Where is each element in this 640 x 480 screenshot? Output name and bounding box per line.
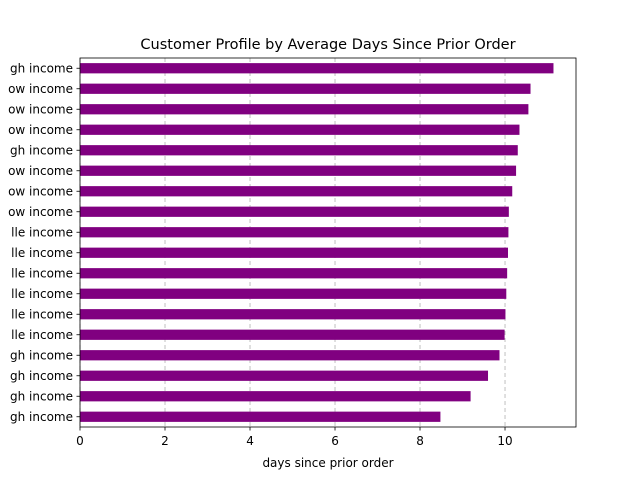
bar	[80, 145, 518, 156]
y-axis-ticks: gh income gh income gh income gh income lle …	[8, 61, 80, 424]
x-axis-ticks: 0 2 4 6 8 10	[76, 427, 513, 448]
y-tick-label: ow income	[8, 184, 73, 198]
bar	[80, 370, 489, 381]
y-tick-label: gh income	[10, 143, 73, 157]
y-tick-label: lle income	[11, 225, 73, 239]
x-tick-label: 4	[246, 434, 254, 448]
y-tick-label: ow income	[8, 205, 73, 219]
x-tick-label: 6	[331, 434, 339, 448]
x-tick-label: 2	[161, 434, 169, 448]
bars	[80, 63, 554, 422]
bar	[80, 63, 554, 74]
y-tick-label: lle income	[11, 266, 73, 280]
bar	[80, 288, 507, 299]
bar	[80, 83, 531, 94]
y-tick-label: ow income	[8, 82, 73, 96]
bar	[80, 411, 441, 422]
bar	[80, 227, 509, 238]
bar	[80, 268, 508, 279]
chart-title: Customer Profile by Average Days Since P…	[140, 37, 515, 53]
bar	[80, 124, 520, 135]
y-tick-label: gh income	[10, 389, 73, 403]
y-tick-label: lle income	[11, 246, 73, 260]
bar	[80, 186, 513, 197]
plot-frame	[79, 57, 577, 428]
y-tick-label: gh income	[10, 61, 73, 75]
y-tick-label: ow income	[8, 102, 73, 116]
bar	[80, 350, 500, 361]
y-tick-label: gh income	[10, 348, 73, 362]
bar	[80, 104, 529, 115]
x-axis-label: days since prior order	[262, 456, 393, 470]
y-tick-label: gh income	[10, 410, 73, 424]
bar	[80, 206, 509, 217]
bar	[80, 247, 508, 258]
x-tick-label: 10	[497, 434, 512, 448]
y-tick-label: lle income	[11, 328, 73, 342]
y-tick-label: lle income	[11, 287, 73, 301]
x-tick-label: 8	[416, 434, 424, 448]
x-tick-label: 0	[76, 434, 84, 448]
y-tick-label: ow income	[8, 123, 73, 137]
bar	[80, 329, 505, 340]
bar	[80, 309, 506, 320]
y-tick-label: ow income	[8, 164, 73, 178]
y-tick-label: lle income	[11, 307, 73, 321]
bar	[80, 391, 471, 402]
y-tick-label: gh income	[10, 369, 73, 383]
bar	[80, 165, 517, 176]
